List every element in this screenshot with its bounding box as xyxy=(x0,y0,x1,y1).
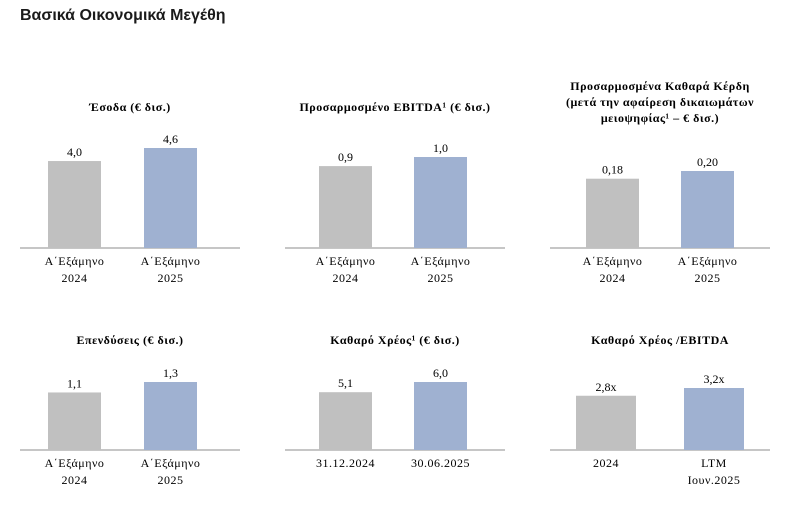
value-label: 6,0 xyxy=(433,366,448,380)
category-label: Α΄Εξάμηνο xyxy=(45,456,105,470)
value-label: 0,9 xyxy=(338,150,353,164)
bar-1 xyxy=(684,388,744,450)
category-label: Α΄Εξάμηνο xyxy=(411,254,471,268)
chart-panel-revenue: Έσοδα (€ δισ.) 4,0 Α΄Εξάμηνο 2024 4,6 Α΄Εξάμ… xyxy=(0,95,260,295)
chart-title-line: Καθαρό Χρέος /EBITDA xyxy=(591,333,729,347)
bar-1 xyxy=(414,157,467,248)
chart-panel-investments: Επενδύσεις (€ δισ.) 1,1 Α΄Εξάμηνο 2024 1,3 Α… xyxy=(0,330,260,530)
value-label: 4,0 xyxy=(67,145,82,159)
page-title: Βασικά Οικονομικά Μεγέθη xyxy=(20,7,226,24)
chart-title-line: Προσαρμοσμένο EBITDA¹ (€ δισ.) xyxy=(299,100,491,114)
category-label: Α΄Εξάμηνο xyxy=(583,254,643,268)
category-label: 2025 xyxy=(158,271,184,285)
chart-title: Προσαρμοσμένο EBITDA¹ (€ δισ.) xyxy=(265,99,525,115)
value-label: 1,1 xyxy=(67,376,82,390)
category-label: 30.06.2025 xyxy=(411,456,470,470)
chart-svg: 2,8x 2024 3,2x LTM Ιουν.2025 xyxy=(550,372,770,487)
bar-0 xyxy=(319,166,372,248)
chart-svg: 0,9 Α΄Εξάμηνο 2024 1,0 Α΄Εξάμηνο 2025 xyxy=(285,141,505,285)
chart-title-line: Επενδύσεις (€ δισ.) xyxy=(76,333,184,347)
chart-title-line: μειοψηφίας¹ – € δισ.) xyxy=(600,111,720,125)
chart-svg: 0,18 Α΄Εξάμηνο 2024 0,20 Α΄Εξάμηνο 2025 xyxy=(550,155,770,285)
chart-title-line: Έσοδα (€ δισ.) xyxy=(89,100,171,114)
chart-panel-net-debt-ebitda: Καθαρό Χρέος /EBITDA 2,8x 2024 3,2x LTM Ιουν… xyxy=(530,330,790,530)
bar-0 xyxy=(586,178,639,248)
chart-panel-net-debt: Καθαρό Χρέος¹ (€ δισ.) 5,1 31.12.2024 6,0 3… xyxy=(265,330,525,530)
category-label: Α΄Εξάμηνο xyxy=(678,254,738,268)
category-label: LTM xyxy=(701,456,727,470)
category-label: 2025 xyxy=(695,271,721,285)
chart-title: Προσαρμοσμένα Καθαρά Κέρδη (μετά την αφαί… xyxy=(530,78,790,126)
chart-panel-adjusted-net-profit: Προσαρμοσμένα Καθαρά Κέρδη (μετά την αφαί… xyxy=(530,79,790,295)
value-label: 4,6 xyxy=(163,132,178,146)
value-label: 3,2x xyxy=(704,372,725,386)
category-label: Α΄Εξάμηνο xyxy=(316,254,376,268)
value-label: 0,18 xyxy=(602,163,623,177)
value-label: 1,0 xyxy=(433,141,448,155)
bar-0 xyxy=(48,392,101,450)
value-label: 2,8x xyxy=(596,380,617,394)
category-label: 2024 xyxy=(600,271,626,285)
category-label: 2024 xyxy=(62,271,88,285)
category-label: 2024 xyxy=(62,473,88,487)
chart-svg: 5,1 31.12.2024 6,0 30.06.2025 xyxy=(285,366,505,470)
chart-title: Έσοδα (€ δισ.) xyxy=(0,99,260,115)
chart-panel-adjusted-ebitda: Προσαρμοσμένο EBITDA¹ (€ δισ.) 0,9 Α΄Εξάμ… xyxy=(265,95,525,295)
bar-0 xyxy=(48,161,101,248)
bar-1 xyxy=(414,382,467,450)
chart-title: Επενδύσεις (€ δισ.) xyxy=(0,332,260,348)
value-label: 1,3 xyxy=(163,366,178,380)
value-label: 5,1 xyxy=(338,376,353,390)
bar-0 xyxy=(576,395,636,450)
chart-title-line: Προσαρμοσμένα Καθαρά Κέρδη xyxy=(570,79,750,93)
bar-1 xyxy=(681,171,734,248)
bar-1 xyxy=(144,148,197,248)
bar-0 xyxy=(319,392,372,450)
value-label: 0,20 xyxy=(697,155,718,169)
chart-svg: 1,1 Α΄Εξάμηνο 2024 1,3 Α΄Εξάμηνο 2025 xyxy=(20,366,240,487)
category-label: 2025 xyxy=(158,473,184,487)
category-label: 2024 xyxy=(593,456,619,470)
category-label: Ιουν.2025 xyxy=(688,473,741,487)
category-label: 31.12.2024 xyxy=(316,456,375,470)
chart-title-line: (μετά την αφαίρεση δικαιωμάτων xyxy=(566,95,754,109)
category-label: Α΄Εξάμηνο xyxy=(45,254,105,268)
chart-svg: 4,0 Α΄Εξάμηνο 2024 4,6 Α΄Εξάμηνο 2025 xyxy=(20,132,240,285)
category-label: 2025 xyxy=(428,271,454,285)
bar-1 xyxy=(144,382,197,450)
category-label: Α΄Εξάμηνο xyxy=(141,456,201,470)
chart-title-line: Καθαρό Χρέος¹ (€ δισ.) xyxy=(330,333,460,347)
chart-title: Καθαρό Χρέος /EBITDA xyxy=(530,332,790,348)
category-label: 2024 xyxy=(333,271,359,285)
chart-title: Καθαρό Χρέος¹ (€ δισ.) xyxy=(265,332,525,348)
category-label: Α΄Εξάμηνο xyxy=(141,254,201,268)
